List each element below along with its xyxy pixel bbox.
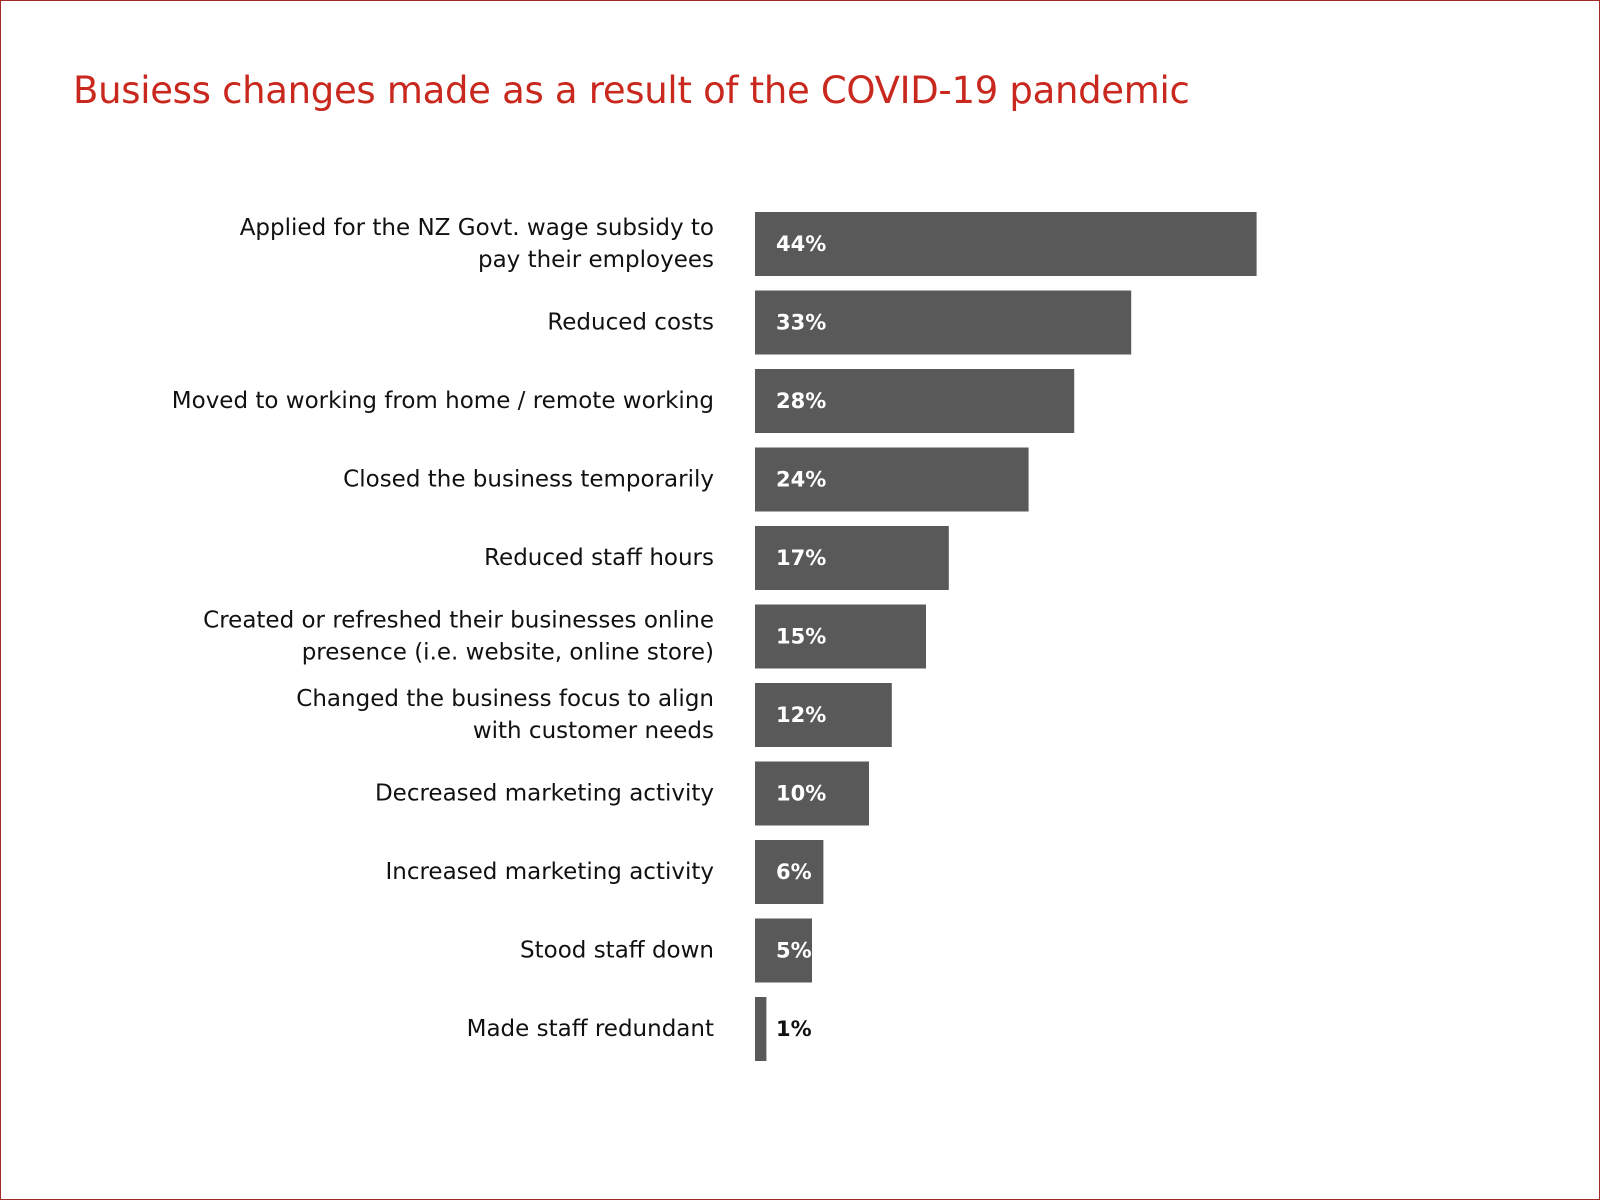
bar-7 xyxy=(755,683,892,747)
value-label-5: 17% xyxy=(776,546,826,570)
bar-3 xyxy=(755,369,1075,433)
value-label-3: 28% xyxy=(776,389,826,413)
category-label-2: Reduced costs xyxy=(547,310,714,336)
bar-2 xyxy=(755,290,1132,355)
bar-10 xyxy=(755,918,812,983)
value-label-11: 1% xyxy=(776,1017,812,1041)
category-label-4: Closed the business temporarily xyxy=(343,467,714,493)
value-label-9: 6% xyxy=(776,860,812,884)
chart-title: Busiess changes made as a result of the … xyxy=(73,69,1190,112)
category-label-3: Moved to working from home / remote work… xyxy=(172,388,714,414)
category-label-1: Applied for the NZ Govt. wage subsidy to… xyxy=(240,215,714,273)
value-label-4: 24% xyxy=(776,468,826,492)
value-label-8: 10% xyxy=(776,782,826,806)
category-label-10: Stood staff down xyxy=(520,938,714,964)
category-label-5: Reduced staff hours xyxy=(484,545,714,571)
bar-6 xyxy=(755,604,926,669)
bar-8 xyxy=(755,761,869,826)
value-label-7: 12% xyxy=(776,703,826,727)
value-label-10: 5% xyxy=(776,939,812,963)
bar-4 xyxy=(755,447,1029,512)
category-label-8: Decreased marketing activity xyxy=(375,781,714,807)
value-label-6: 15% xyxy=(776,625,826,649)
category-label-7: Changed the business focus to align with … xyxy=(296,686,714,744)
bar-5 xyxy=(755,526,949,590)
value-label-1: 44% xyxy=(776,232,826,256)
value-label-2: 33% xyxy=(776,311,826,335)
category-label-6: Created or refreshed their businesses on… xyxy=(203,608,714,666)
bar-11 xyxy=(755,997,767,1061)
category-label-9: Increased marketing activity xyxy=(385,859,714,885)
category-label-11: Made staff redundant xyxy=(467,1016,714,1042)
bar-9 xyxy=(755,840,824,904)
bar-1 xyxy=(755,212,1257,276)
